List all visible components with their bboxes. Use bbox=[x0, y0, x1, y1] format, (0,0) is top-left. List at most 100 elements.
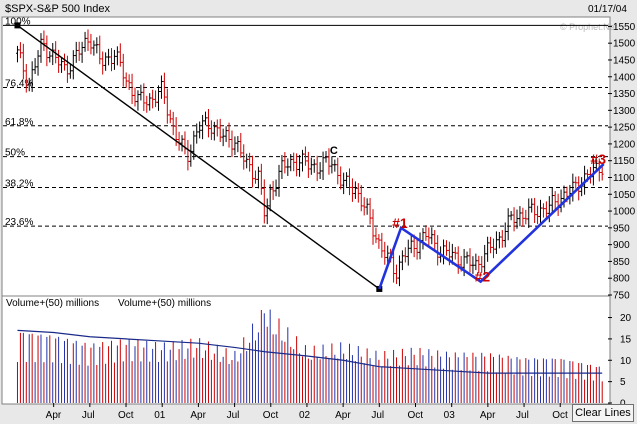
price-bar bbox=[36, 50, 40, 76]
price-tick-label: 900 bbox=[613, 240, 630, 251]
price-bar bbox=[274, 179, 278, 197]
price-bar bbox=[221, 128, 225, 147]
price-bar bbox=[321, 151, 325, 181]
price-bar bbox=[345, 172, 349, 187]
chart-title: $SPX-S&P 500 Index bbox=[5, 3, 110, 15]
price-bar bbox=[133, 87, 137, 107]
price-bar bbox=[54, 41, 58, 64]
price-bar bbox=[395, 264, 399, 284]
price-bar bbox=[597, 158, 601, 182]
price-bar bbox=[60, 57, 64, 73]
price-bar bbox=[168, 109, 172, 124]
time-tick-label: Apr bbox=[335, 410, 351, 421]
price-tick-label: 1150 bbox=[613, 156, 635, 167]
price-bar bbox=[489, 236, 493, 254]
price-bar bbox=[159, 75, 163, 99]
time-tick-label: Apr bbox=[480, 410, 496, 421]
price-bar bbox=[465, 251, 469, 264]
price-bar bbox=[468, 248, 472, 273]
price-bar bbox=[295, 153, 299, 177]
price-bar bbox=[145, 95, 149, 113]
price-tick-label: 1550 bbox=[613, 22, 636, 33]
price-bar bbox=[562, 185, 566, 208]
price-tick-label: 1000 bbox=[613, 207, 636, 218]
price-bar bbox=[427, 227, 431, 247]
price-bar bbox=[477, 255, 481, 274]
time-tick-label: Jul bbox=[516, 410, 529, 421]
volume-label: Volume+(50) millions bbox=[6, 298, 99, 309]
price-bar bbox=[518, 206, 522, 227]
price-bar bbox=[206, 108, 210, 138]
price-bar bbox=[503, 222, 507, 248]
price-bar bbox=[27, 77, 31, 92]
price-bar bbox=[362, 197, 366, 216]
price-bar bbox=[271, 180, 275, 200]
price-bar bbox=[456, 246, 460, 274]
price-bar bbox=[57, 49, 61, 73]
price-bar bbox=[45, 35, 49, 67]
price-bar bbox=[15, 45, 19, 63]
price-bar bbox=[359, 185, 363, 212]
price-bar bbox=[339, 166, 343, 190]
price-bar bbox=[21, 43, 25, 80]
price-bar bbox=[583, 165, 587, 195]
price-bar bbox=[180, 135, 184, 152]
price-bar bbox=[204, 111, 208, 126]
price-bar bbox=[256, 166, 260, 189]
price-bar bbox=[151, 89, 155, 109]
price-bar bbox=[80, 41, 84, 63]
price-bar bbox=[62, 53, 66, 71]
price-bar bbox=[148, 93, 152, 111]
price-bar bbox=[89, 33, 93, 55]
price-bar bbox=[550, 187, 554, 213]
price-bar bbox=[594, 155, 598, 172]
time-tick-label: 01 bbox=[154, 410, 166, 421]
trendline-handle bbox=[14, 22, 21, 29]
price-bar bbox=[86, 29, 90, 51]
price-bar bbox=[239, 132, 243, 158]
time-tick-label: Oct bbox=[118, 410, 134, 421]
price-bar bbox=[39, 33, 43, 63]
time-tick-label: 03 bbox=[444, 410, 456, 421]
time-tick-label: Jul bbox=[227, 410, 240, 421]
price-bar bbox=[162, 72, 166, 104]
price-tick-label: 1300 bbox=[613, 106, 636, 117]
price-bar bbox=[298, 154, 302, 177]
price-bar bbox=[515, 209, 519, 229]
price-bar bbox=[130, 73, 134, 105]
price-bar bbox=[230, 130, 234, 158]
price-bar bbox=[330, 156, 334, 174]
price-bar bbox=[436, 235, 440, 266]
price-bar bbox=[48, 51, 52, 63]
price-bar bbox=[474, 253, 478, 271]
clear-lines-button[interactable]: Clear Lines bbox=[572, 404, 634, 422]
volume-label-2: Volume+(50) millions bbox=[118, 298, 211, 309]
price-bar bbox=[380, 232, 384, 258]
price-bar bbox=[356, 183, 360, 203]
price-bar bbox=[218, 118, 222, 142]
time-tick-label: Apr bbox=[190, 410, 206, 421]
price-bar bbox=[112, 49, 116, 70]
price-bar bbox=[18, 42, 22, 59]
price-bars bbox=[15, 29, 604, 287]
price-tick-label: 1400 bbox=[613, 72, 636, 83]
price-bar bbox=[245, 153, 249, 169]
price-bar bbox=[268, 184, 272, 212]
time-tick-label: Oct bbox=[263, 410, 279, 421]
price-bar bbox=[107, 48, 111, 66]
price-bar bbox=[242, 144, 246, 170]
price-bar bbox=[300, 149, 304, 172]
price-bar bbox=[512, 207, 516, 232]
price-bar bbox=[409, 235, 413, 254]
price-bar bbox=[227, 122, 231, 148]
price-axis: 750 800 850 900 950 1000 1050 1100 1150 1200 1250 1… bbox=[608, 22, 636, 302]
price-bar bbox=[104, 52, 108, 71]
price-bar bbox=[98, 35, 102, 65]
fib-label: 61.8% bbox=[5, 117, 33, 128]
trendline bbox=[17, 24, 380, 290]
price-bar bbox=[530, 198, 534, 213]
price-bar bbox=[327, 148, 331, 175]
price-bar bbox=[121, 53, 125, 87]
price-bar bbox=[24, 63, 28, 93]
